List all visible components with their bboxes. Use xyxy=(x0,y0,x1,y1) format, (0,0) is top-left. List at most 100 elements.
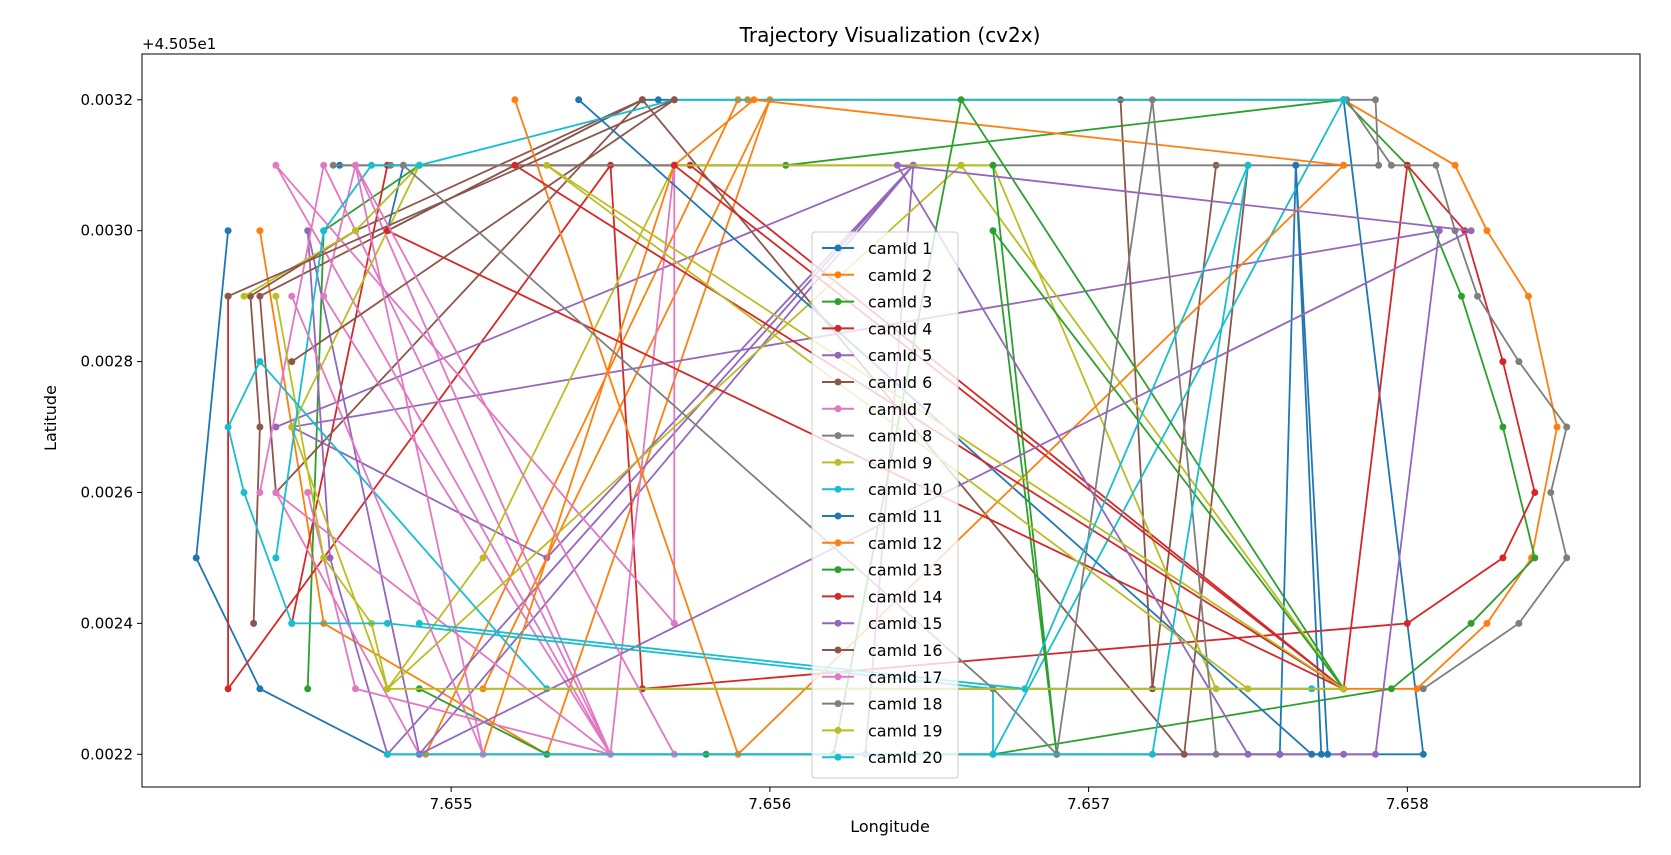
data-point xyxy=(256,292,264,300)
y-tick-label: 0.0030 xyxy=(81,222,134,240)
legend-label: camId 6 xyxy=(868,373,932,392)
data-point xyxy=(1432,161,1440,169)
legend-label: camId 5 xyxy=(868,346,932,365)
data-point xyxy=(1499,423,1507,431)
data-point xyxy=(272,292,280,300)
legend-label: camId 13 xyxy=(868,561,943,580)
legend-label: camId 2 xyxy=(868,266,932,285)
legend-label: camId 20 xyxy=(868,748,943,767)
data-point xyxy=(1467,619,1475,627)
legend-entry: camId 6 xyxy=(822,373,932,392)
data-point xyxy=(352,161,359,169)
x-tick-label: 7.656 xyxy=(748,795,791,813)
data-point xyxy=(320,161,328,169)
legend-label: camId 15 xyxy=(868,614,943,633)
series-line-12 xyxy=(482,98,1346,756)
data-point xyxy=(670,619,678,627)
data-point xyxy=(320,227,328,235)
data-point xyxy=(1499,554,1507,562)
y-tick-label: 0.0028 xyxy=(81,353,134,371)
legend: camId 1 camId 2 camId 3 camId 4 camId 5 camId… xyxy=(811,231,959,779)
legend-entry: camId 5 xyxy=(822,346,932,365)
data-point xyxy=(1451,161,1459,169)
legend-marker xyxy=(834,244,842,252)
data-point xyxy=(1021,685,1029,693)
data-point xyxy=(1467,227,1475,235)
data-point xyxy=(1375,161,1383,169)
data-point xyxy=(320,554,328,562)
legend-label: camId 12 xyxy=(868,534,943,553)
legend-entry: camId 8 xyxy=(822,427,932,446)
data-point xyxy=(1372,96,1379,104)
plot-frame xyxy=(141,53,1641,788)
chart-title: Trajectory Visualization (cv2x) xyxy=(739,23,1041,47)
legend-marker xyxy=(834,700,842,708)
legend-label: camId 17 xyxy=(868,668,943,687)
legend-label: camId 18 xyxy=(868,695,943,714)
data-point xyxy=(1324,750,1332,758)
data-point xyxy=(511,161,519,169)
x-tick-label: 7.655 xyxy=(430,795,473,813)
data-point xyxy=(272,161,280,169)
legend-marker xyxy=(834,432,842,440)
legend-marker xyxy=(834,378,842,386)
legend-entry: camId 19 xyxy=(822,721,943,740)
data-point xyxy=(240,292,248,300)
data-point xyxy=(415,161,423,169)
data-point xyxy=(750,96,758,104)
legend-marker xyxy=(834,539,842,547)
legend-label: camId 10 xyxy=(868,480,943,499)
data-point xyxy=(1547,489,1555,496)
data-point xyxy=(1563,554,1571,562)
data-point xyxy=(256,227,264,235)
legend-label: camId 8 xyxy=(868,427,932,446)
legend-entry: camId 13 xyxy=(822,561,943,580)
data-point xyxy=(893,161,901,169)
y-axis-label: Latitude xyxy=(41,385,60,451)
data-point xyxy=(1180,750,1188,758)
data-point xyxy=(1403,619,1411,627)
data-point xyxy=(250,619,258,627)
data-point xyxy=(1387,685,1395,693)
y-tick-label: 0.0024 xyxy=(81,614,134,632)
series-layer xyxy=(192,96,1571,758)
legend-entry: camId 1 xyxy=(822,239,932,258)
legend-entry: camId 9 xyxy=(822,453,932,472)
legend-entry: camId 2 xyxy=(822,266,932,285)
data-point xyxy=(272,489,280,496)
data-point xyxy=(1531,554,1539,562)
data-point xyxy=(329,161,337,169)
data-point xyxy=(1244,685,1252,693)
legend-entry: camId 10 xyxy=(822,480,943,499)
legend-entry: camId 14 xyxy=(822,587,943,606)
legend-label: camId 4 xyxy=(868,319,932,338)
data-point xyxy=(957,96,965,104)
data-point xyxy=(224,227,232,235)
data-point xyxy=(368,161,375,169)
data-point xyxy=(288,619,296,627)
data-point xyxy=(479,554,487,562)
data-point xyxy=(1413,685,1421,693)
legend-box xyxy=(811,231,959,779)
series-line-13 xyxy=(832,97,1345,755)
legend-marker xyxy=(834,566,842,574)
legend-marker xyxy=(834,485,842,493)
ticks-layer: 7.655 7.656 7.657 7.658 0.0022 0.0024 0.0026 0.… xyxy=(81,91,1429,813)
legend-marker xyxy=(834,646,842,654)
legend-label: camId 14 xyxy=(868,587,943,606)
data-point xyxy=(272,554,280,562)
legend-entry: camId 15 xyxy=(822,614,943,633)
legend-marker xyxy=(834,458,842,466)
data-point xyxy=(1340,750,1348,758)
data-point xyxy=(1292,161,1300,169)
data-point xyxy=(989,227,997,235)
data-point xyxy=(352,685,359,693)
legend-label: camId 11 xyxy=(868,507,943,526)
data-point xyxy=(1483,227,1491,235)
data-point xyxy=(256,489,264,496)
data-point xyxy=(224,292,232,300)
data-point xyxy=(415,619,423,627)
data-point xyxy=(399,161,407,169)
legend-entry: camId 12 xyxy=(822,534,943,553)
